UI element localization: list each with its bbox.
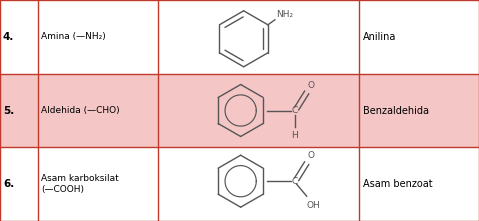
Text: C: C (292, 106, 298, 115)
Text: H: H (291, 131, 298, 141)
Text: C: C (292, 177, 298, 186)
Bar (0, 74, 479, 147)
Text: 4.: 4. (3, 32, 14, 42)
Text: OH: OH (307, 201, 320, 210)
Text: NH₂: NH₂ (276, 10, 293, 19)
Text: 5.: 5. (3, 105, 14, 116)
Text: Amina (—NH₂): Amina (—NH₂) (41, 32, 106, 41)
Text: Benzaldehida: Benzaldehida (363, 105, 429, 116)
Bar (0, 147, 479, 221)
Bar (0, 0, 479, 74)
Text: O: O (308, 151, 315, 160)
Text: 6.: 6. (3, 179, 14, 189)
Text: Asam benzoat: Asam benzoat (363, 179, 433, 189)
Text: Anilina: Anilina (363, 32, 397, 42)
Text: Asam karboksilat
(—COOH): Asam karboksilat (—COOH) (41, 174, 119, 194)
Text: Aldehida (—CHO): Aldehida (—CHO) (41, 106, 120, 115)
Text: O: O (308, 80, 315, 90)
